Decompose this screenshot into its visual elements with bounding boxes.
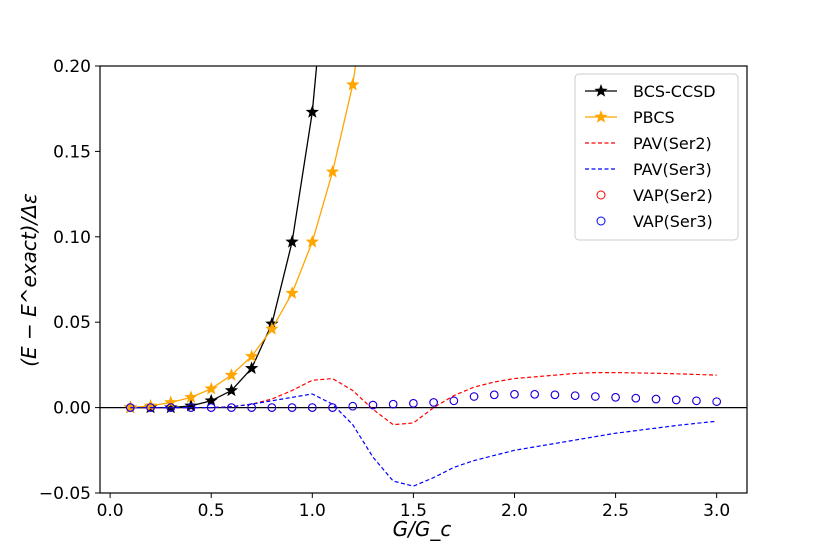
data-point-star	[164, 400, 178, 414]
data-point-star	[184, 390, 198, 404]
x-tick-label: 2.5	[602, 501, 629, 521]
data-point-circle	[287, 403, 297, 412]
y-tick-label: 0.05	[53, 313, 91, 333]
legend-item-vap-ser2: VAP(Ser2)	[596, 186, 713, 205]
data-point-circle	[247, 403, 256, 412]
data-point-star	[325, 164, 340, 178]
y-axis-title: (E − E^exact)/Δε	[17, 193, 41, 367]
x-tick-label: 0.0	[97, 501, 124, 521]
data-point-circle	[348, 401, 358, 411]
y-axis-title-text: (E − E^exact)/Δε	[17, 193, 41, 367]
data-point-circle	[651, 394, 661, 404]
data-point-circle	[409, 399, 418, 408]
data-point-circle	[328, 403, 337, 412]
data-point-circle	[611, 393, 620, 402]
legend-label: PBCS	[633, 108, 675, 127]
data-point-circle	[631, 393, 641, 403]
x-tick-label: 1.5	[400, 501, 427, 521]
data-point-star	[184, 398, 198, 412]
data-point-circle	[227, 403, 236, 412]
plot-frame	[99, 65, 748, 494]
y-tick-label: 0.20	[53, 57, 91, 77]
data-point-circle	[692, 396, 701, 406]
legend-item-vap-ser3: VAP(Ser3)	[596, 212, 713, 231]
y-tick-label: 0.15	[53, 142, 91, 162]
legend-item-pav-ser3: PAV(Ser3)	[585, 160, 712, 179]
legend-circle-marker	[596, 216, 606, 226]
data-point-circle	[267, 403, 277, 412]
series-pbcs	[123, 66, 360, 414]
data-point-star	[204, 381, 218, 395]
legend-label: VAP(Ser3)	[633, 212, 713, 231]
data-point-circle	[530, 389, 540, 399]
legend-label: PAV(Ser3)	[633, 160, 712, 179]
data-point-star	[305, 234, 319, 248]
data-point-circle	[429, 398, 438, 407]
data-point-circle	[388, 399, 398, 409]
data-point-circle	[591, 392, 600, 401]
x-tick-label: 2.0	[501, 501, 528, 521]
data-point-circle	[671, 395, 681, 405]
data-point-circle	[570, 391, 580, 400]
data-point-circle	[166, 403, 176, 412]
data-point-circle	[712, 397, 721, 406]
data-point-star	[224, 383, 239, 397]
data-point-circle	[126, 403, 135, 412]
x-tick-label: 3.0	[703, 501, 730, 521]
x-axis-title-text: G/G_c	[393, 517, 452, 541]
legend: BCS-CCSD PBCS PAV(Ser2) PAV(Ser3) VAP(Ser2) V…	[574, 73, 739, 241]
legend-item-pbcs: PBCS	[585, 108, 675, 127]
data-point-circle	[489, 390, 499, 400]
data-point-star	[346, 77, 360, 91]
y-tick-label: −0.05	[39, 484, 91, 504]
data-point-star	[224, 368, 239, 381]
legend-box	[574, 73, 739, 241]
data-point-star	[265, 322, 279, 335]
data-point-circle	[469, 392, 479, 401]
legend-star-marker	[594, 110, 608, 123]
data-point-star	[285, 234, 299, 248]
legend-item-bcs-ccsd: BCS-CCSD	[585, 82, 716, 101]
legend-label: BCS-CCSD	[633, 82, 716, 101]
series-vap-ser3	[126, 389, 721, 412]
data-point-circle	[146, 403, 155, 412]
legend-label: VAP(Ser2)	[633, 186, 713, 205]
data-point-circle	[550, 390, 560, 400]
data-point-circle	[449, 396, 459, 406]
data-point-star	[244, 361, 259, 374]
legend-label: PAV(Ser2)	[633, 134, 712, 153]
y-tick-label: 0.10	[53, 228, 91, 248]
x-axis-title: G/G_c	[393, 517, 452, 541]
data-point-star	[285, 286, 299, 299]
data-point-star	[244, 349, 259, 363]
data-point-star	[204, 393, 218, 407]
data-point-circle	[307, 403, 317, 412]
data-point-star	[305, 105, 319, 118]
x-tick-label: 1.0	[299, 501, 326, 521]
legend-circle-marker	[596, 190, 606, 200]
data-point-circle	[186, 403, 196, 412]
data-point-star	[164, 395, 178, 409]
legend-item-pav-ser2: PAV(Ser2)	[585, 134, 712, 153]
data-point-star	[143, 398, 158, 412]
legend-star-marker	[594, 84, 608, 97]
data-point-star	[123, 400, 137, 414]
data-point-circle	[368, 400, 378, 410]
x-tick-label: 0.5	[198, 501, 225, 521]
data-point-circle	[206, 403, 216, 412]
data-point-circle	[510, 389, 519, 399]
y-tick-label: 0.00	[53, 399, 91, 419]
